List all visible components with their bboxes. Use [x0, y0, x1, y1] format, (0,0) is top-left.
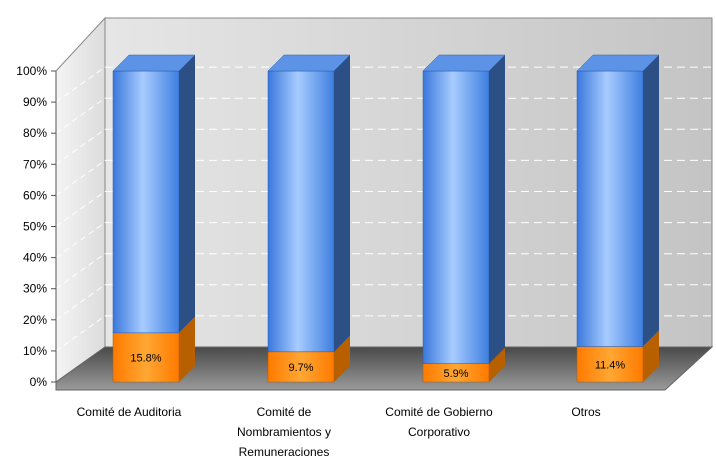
- gridline-side: [55, 191, 106, 227]
- bar-segment-orange: [112, 332, 180, 383]
- bar-top: [267, 54, 351, 72]
- gridline-side: [55, 222, 106, 259]
- gridline-side: [55, 128, 106, 165]
- bar-side-blue: [489, 55, 505, 364]
- bar-segment-orange: [267, 351, 335, 383]
- bar-side-orange: [489, 347, 505, 382]
- bar-side-orange: [179, 316, 195, 382]
- bar-side-blue: [334, 55, 350, 352]
- gridline-side: [55, 284, 106, 321]
- y-axis: 0% 10% 20% 30% 40% 50% 60% 70% 80% 90% 100%: [16, 64, 57, 389]
- y-tick-label: 90%: [23, 95, 47, 109]
- x-axis: Comité de Auditoria Comité de Nombramiento…: [77, 405, 601, 459]
- y-tick-label: 60%: [23, 188, 47, 202]
- bar-top: [422, 54, 506, 72]
- y-tick-label: 100%: [16, 64, 47, 78]
- data-label: 5.9%: [443, 368, 468, 380]
- data-label: 11.4%: [595, 359, 626, 371]
- x-tick-label: Nombramientos y: [237, 425, 331, 439]
- x-tick-label: Comité de Gobierno: [385, 405, 493, 419]
- bar-segment-blue: [267, 70, 335, 353]
- x-tick-label: Comité de Auditoria: [77, 405, 182, 419]
- bar-segment-blue: [576, 70, 644, 347]
- bar-segment-orange: [576, 346, 644, 383]
- y-tick-label: 80%: [23, 126, 47, 140]
- bar-top: [112, 54, 196, 72]
- y-tick-label: 0%: [30, 375, 48, 389]
- bar-side-orange: [643, 330, 659, 382]
- x-tick-label: Corporativo: [408, 425, 470, 439]
- gridline-side: [55, 97, 106, 134]
- data-label: 15.8%: [130, 352, 161, 364]
- x-tick-label: Remuneraciones: [239, 445, 330, 459]
- bar-side-blue: [643, 55, 659, 347]
- y-tick-label: 20%: [23, 313, 47, 327]
- bars: 15.8% 9.7% 5.9% 11.4%: [112, 54, 660, 383]
- y-tick-label: 10%: [23, 344, 47, 358]
- bar-side-blue: [179, 55, 195, 333]
- y-tick-label: 50%: [23, 220, 47, 234]
- gridline-side: [55, 159, 106, 196]
- y-tick-label: 70%: [23, 157, 47, 171]
- gridline-side: [55, 315, 106, 352]
- bar-segment-blue: [422, 70, 490, 364]
- gridline-side: [55, 66, 106, 103]
- x-tick-label: Otros: [571, 405, 600, 419]
- data-label: 9.7%: [288, 362, 313, 374]
- gridlines: [55, 66, 712, 352]
- y-tick-label: 30%: [23, 282, 47, 296]
- gridline-side: [55, 253, 106, 290]
- x-tick-label: Comité de: [257, 405, 312, 419]
- y-tick-label: 40%: [23, 251, 47, 265]
- bar-segment-blue: [112, 70, 180, 334]
- bar-top: [576, 54, 660, 72]
- chart-floor: [55, 346, 714, 391]
- bar-side-orange: [334, 335, 350, 382]
